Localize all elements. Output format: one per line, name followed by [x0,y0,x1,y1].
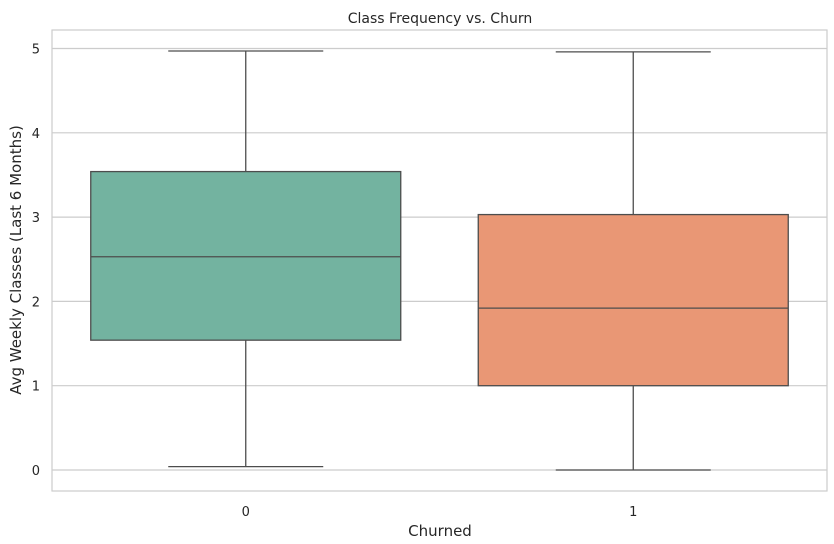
box-0 [90,170,402,341]
chart-title: Class Frequency vs. Churn [348,11,532,27]
y-axis-label: Avg Weekly Classes (Last 6 Months) [7,125,25,395]
y-tick-label-0: 0 [32,464,40,479]
boxes [90,50,789,471]
x-tick-label-1: 1 [629,505,637,520]
x-axis-label: Churned [408,522,472,540]
y-tick-label-3: 3 [32,211,40,226]
x-tick-label-0: 0 [242,505,250,520]
y-tick-label-5: 5 [32,43,40,58]
box-1 [477,213,789,387]
box-group-1 [477,51,789,471]
box-group-0 [90,50,402,468]
y-tick-label-4: 4 [32,127,40,142]
y-tick-labels: 0 1 2 3 4 5 [32,43,40,480]
y-tick-label-1: 1 [32,380,40,395]
y-tick-label-2: 2 [32,295,40,310]
